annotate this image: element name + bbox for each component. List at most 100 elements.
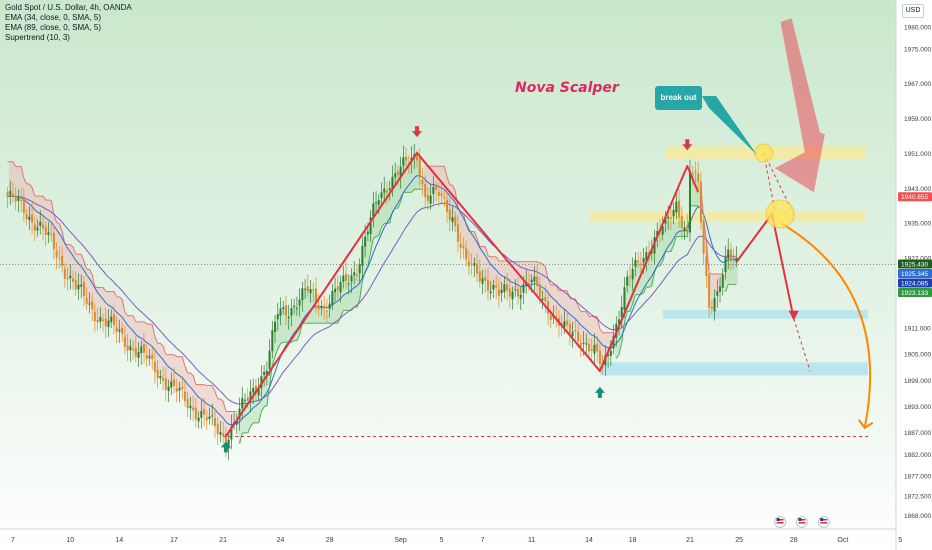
supertrend-line	[670, 244, 675, 252]
candle-body	[208, 416, 211, 419]
x-tick-label: 5	[440, 537, 444, 544]
candle-body	[456, 224, 459, 242]
supertrend-fill	[27, 183, 31, 219]
symbol-title[interactable]: Gold Spot / U.S. Dollar, 4h, OANDA	[5, 3, 132, 12]
candle-body	[271, 330, 274, 351]
supertrend-fill	[137, 321, 140, 356]
supertrend-line	[211, 385, 216, 392]
supertrend-line	[42, 195, 47, 201]
indicator-ema34[interactable]: EMA (34, close, 0, SMA, 5)	[5, 13, 102, 22]
supertrend-fill	[497, 260, 501, 293]
indicator-supertrend[interactable]: Supertrend (10, 3)	[5, 33, 70, 42]
supertrend-line	[250, 422, 254, 427]
supertrend-line	[370, 238, 374, 253]
candle-body	[598, 350, 601, 365]
supertrend-fill	[49, 200, 53, 235]
candle-body	[369, 217, 372, 234]
supertrend-fill	[115, 296, 119, 330]
supertrend-fill	[442, 166, 446, 199]
supertrend-line	[340, 310, 344, 318]
candle-body	[295, 307, 298, 309]
candle-body	[544, 296, 547, 302]
supertrend-fill	[661, 230, 665, 262]
curved-forecast	[779, 221, 872, 428]
indicator-ema89[interactable]: EMA (89, close, 0, SMA, 5)	[5, 23, 102, 32]
candle-body	[375, 202, 378, 204]
candle-body	[432, 186, 435, 195]
legend-panel: Gold Spot / U.S. Dollar, 4h, OANDA EMA (…	[5, 3, 132, 43]
candle-body	[612, 335, 615, 349]
candle-body	[192, 407, 195, 411]
candle-body	[634, 259, 637, 267]
arrow-up-marker	[594, 386, 605, 398]
supertrend-fill	[472, 231, 476, 265]
candle-body	[476, 263, 479, 274]
large-down-arrow	[774, 18, 825, 193]
candle-body	[306, 286, 309, 292]
candle-body	[342, 275, 345, 282]
supertrend-line	[487, 255, 491, 258]
candle-body	[33, 224, 36, 231]
candle-body	[503, 284, 506, 293]
candle-body	[167, 386, 170, 392]
supertrend-fill	[63, 243, 67, 274]
supertrend-fill	[462, 213, 465, 248]
candle-body	[372, 203, 375, 217]
candle-body	[519, 295, 522, 299]
supertrend-fill	[205, 385, 209, 419]
candle-body	[492, 285, 495, 290]
currency-button[interactable]: USD	[902, 4, 924, 18]
candle-body	[667, 216, 670, 219]
supertrend-fill	[606, 332, 610, 356]
candle-body	[500, 290, 503, 294]
x-tick-label: 14	[116, 537, 124, 544]
candle-body	[713, 298, 716, 312]
supertrend-line	[162, 345, 167, 355]
candle-body	[394, 173, 397, 178]
candle-body	[309, 289, 312, 294]
candle-body	[470, 263, 473, 265]
supertrend-line	[132, 315, 137, 323]
candle-body	[358, 264, 361, 274]
candle-body	[145, 355, 148, 359]
us-flag-stripe	[798, 519, 806, 521]
candle-body	[536, 276, 539, 287]
candle-body	[339, 282, 342, 293]
candle-body	[336, 286, 339, 290]
candle-body	[263, 371, 266, 375]
candle-body	[495, 285, 498, 288]
supertrend-line	[214, 391, 219, 400]
supertrend-fill	[644, 256, 648, 288]
supertrend-line	[56, 222, 60, 224]
price-tag-red-text: 1940.855	[901, 194, 928, 201]
candle-body	[110, 316, 113, 323]
candle-body	[650, 250, 653, 254]
candle-body	[112, 314, 115, 326]
supertrend-fill	[41, 196, 45, 227]
us-flag-stripe	[776, 519, 784, 521]
time-axis[interactable]: 7 10 14 17 21 24 28 Sep 5 7 11 14 18 21 25 28 Oct 5	[11, 537, 902, 544]
candle-body	[156, 369, 159, 379]
candle-body	[563, 321, 566, 328]
candle-body	[325, 310, 328, 312]
candle-body	[377, 200, 380, 205]
candle-body	[716, 291, 719, 296]
candle-body	[224, 433, 227, 447]
supertrend-line	[473, 231, 478, 239]
supertrend-line	[618, 341, 623, 355]
candle-body	[388, 188, 391, 190]
candle-body	[72, 278, 75, 283]
candle-body	[252, 387, 255, 393]
candle-body	[708, 274, 711, 308]
supertrend-fill	[167, 354, 170, 389]
candle-body	[320, 306, 323, 308]
candle-body	[727, 249, 730, 259]
candle-body	[437, 192, 440, 196]
supertrend-line	[599, 328, 604, 334]
supertrend-fill	[68, 244, 72, 277]
candle-body	[364, 236, 367, 247]
price-tag-ema34	[898, 268, 932, 278]
supertrend-fill	[47, 200, 50, 234]
